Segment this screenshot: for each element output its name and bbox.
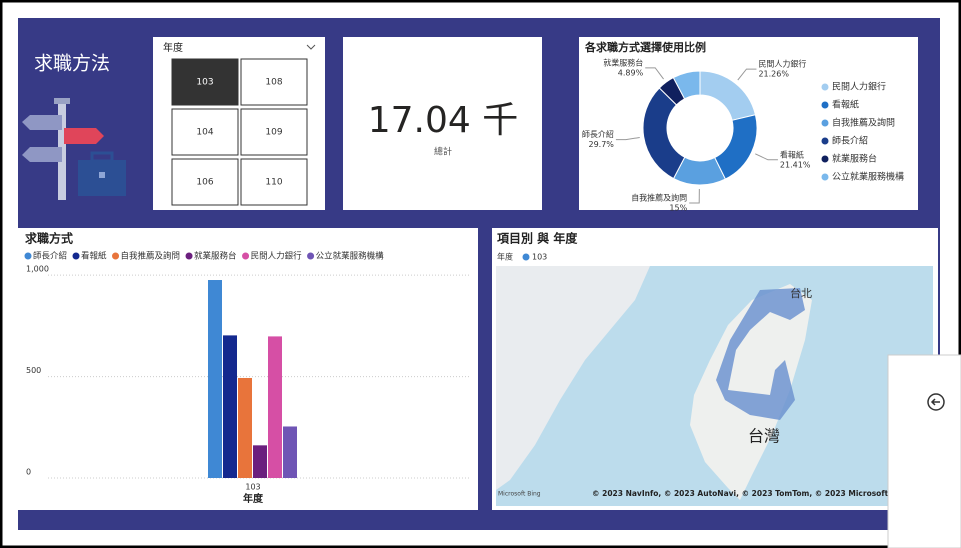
map-attribution: © 2023 NavInfo, © 2023 AutoNavi, © 2023 … (592, 489, 911, 498)
map[interactable]: 台北 台灣 Microsoft Bing © 2023 NavInfo, © 2… (496, 266, 933, 506)
slicer-option[interactable] (171, 108, 239, 156)
slicer-option[interactable] (171, 158, 239, 206)
data-label-name: 就業服務台 (603, 57, 643, 67)
slicer-option-label: 104 (196, 128, 213, 138)
back-arrow (930, 398, 940, 406)
legend-label: 看報紙 (832, 99, 859, 111)
legend-label: 就業服務台 (832, 153, 877, 165)
slicer-option[interactable] (240, 158, 308, 206)
legend-label: 公立就業服務機構 (832, 171, 904, 183)
bar (208, 280, 222, 478)
signpost-icon (22, 98, 126, 200)
slicer-option-label: 109 (265, 128, 282, 138)
slicer-option[interactable] (240, 108, 308, 156)
slicer-option[interactable] (171, 58, 239, 106)
leader-line (615, 136, 640, 141)
y-tick-label: 0 (26, 468, 31, 477)
legend-label: 師長介紹 (33, 251, 67, 262)
page-title: 求職方法 (34, 53, 110, 75)
legend-dot (821, 119, 829, 127)
bar (268, 336, 282, 478)
card-value: 17.04 千 (368, 100, 519, 141)
legend-label: 看報紙 (81, 251, 107, 262)
data-label-name: 民間人力銀行 (758, 59, 806, 69)
chart-title: 求職方式 (25, 231, 73, 246)
data-label-name: 自我推薦及詢問 (631, 192, 687, 202)
dropdown-chevron[interactable] (306, 44, 316, 50)
data-label: 15% (669, 203, 687, 212)
card-panel (343, 37, 542, 210)
slicer-option-label: 108 (265, 78, 282, 88)
legend-dot (821, 173, 829, 181)
legend-dot (821, 137, 829, 145)
y-tick-label: 1,000 (26, 265, 49, 274)
slicer-option-label: 106 (196, 178, 213, 188)
legend-dot (24, 252, 32, 260)
data-label: 29.7% (588, 140, 614, 149)
legend-dot (242, 252, 250, 260)
map-place: 台灣 (748, 427, 780, 446)
data-label: 21.26% (758, 70, 789, 79)
legend-dot (185, 252, 193, 260)
data-label: 21.41% (780, 160, 811, 169)
leader-line (737, 68, 757, 81)
legend-dot (72, 252, 80, 260)
slicer-option-label: 110 (265, 178, 282, 188)
legend-dot (112, 252, 120, 260)
bar (223, 335, 237, 478)
side-popup (887, 354, 961, 548)
map-logo: Microsoft Bing (498, 491, 541, 498)
x-tick-label: 103 (245, 483, 260, 492)
legend-label: 自我推薦及詢問 (121, 251, 181, 262)
legend-label: 自我推薦及詢問 (832, 117, 895, 129)
data-label-name: 師長介紹 (582, 129, 614, 139)
map-place: 台北 (790, 286, 812, 300)
x-axis-label: 年度 (243, 492, 264, 505)
bar (238, 377, 252, 478)
bar (253, 445, 267, 478)
legend-label: 公立就業服務機構 (316, 251, 385, 262)
back-button[interactable] (927, 393, 945, 411)
data-label: 4.89% (618, 68, 644, 77)
map-legend-item: 103 (532, 253, 547, 262)
chart-title: 各求職方式選擇使用比例 (584, 40, 706, 54)
bar (283, 426, 297, 478)
slicer-option[interactable] (240, 58, 308, 106)
legend-dot (821, 155, 829, 163)
legend-dot (307, 252, 315, 260)
slicer-option-label: 103 (196, 78, 213, 88)
legend-label: 就業服務台 (194, 251, 237, 262)
y-tick-label: 500 (26, 366, 41, 375)
legend-dot (821, 83, 829, 91)
legend-label: 民間人力銀行 (832, 81, 886, 93)
slicer-title: 年度 (163, 41, 183, 54)
leader-line (645, 67, 664, 80)
map-title: 項目別 與 年度 (497, 231, 578, 246)
legend-dot (821, 101, 829, 109)
map-legend-title: 年度 (497, 252, 513, 262)
map-legend-dot (522, 253, 530, 261)
leader-line (689, 188, 700, 204)
donut-segment (672, 70, 701, 100)
card-label: 總計 (434, 146, 452, 158)
legend-label: 師長介紹 (832, 135, 868, 147)
data-label-name: 看報紙 (780, 149, 804, 159)
legend-label: 民間人力銀行 (251, 251, 303, 262)
leader-line (755, 153, 778, 161)
